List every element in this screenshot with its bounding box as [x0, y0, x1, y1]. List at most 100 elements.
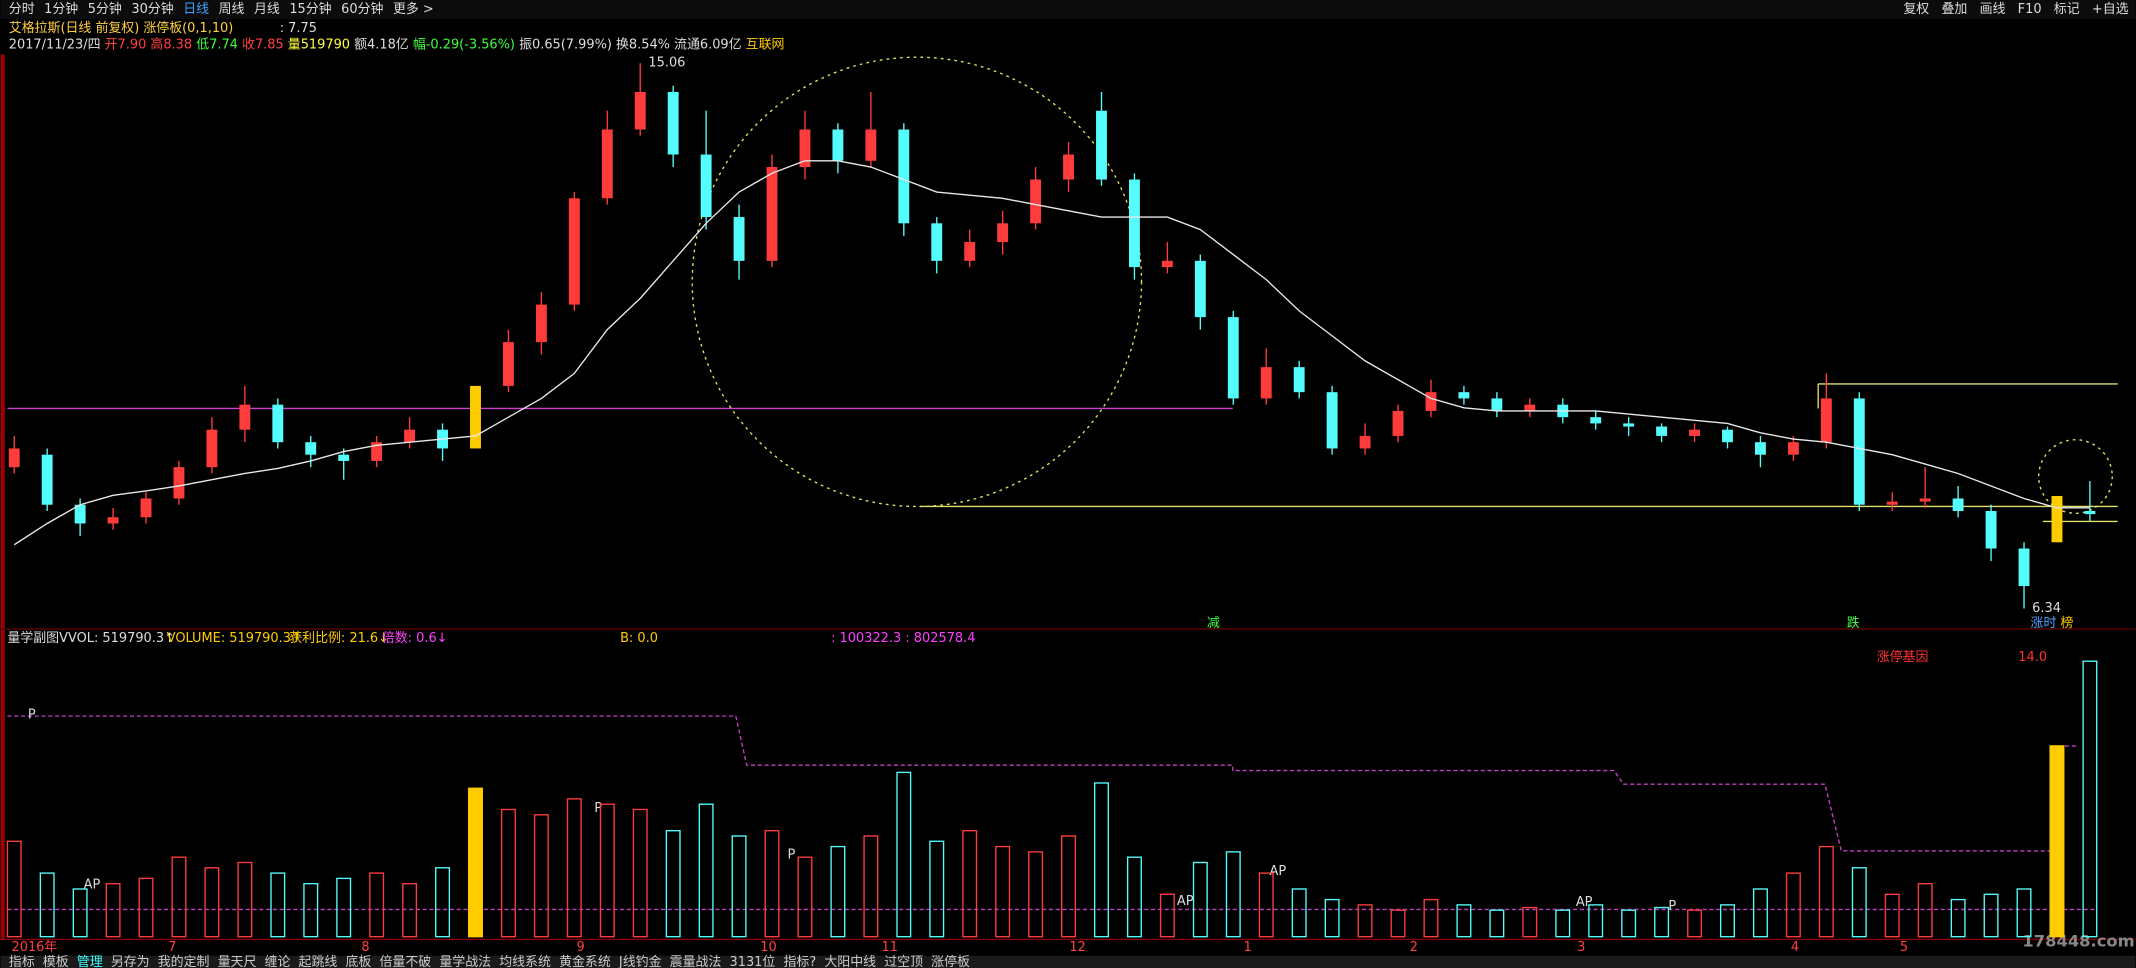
tab[interactable]: 模板 — [43, 955, 69, 968]
x-tick-label: 3 — [1577, 940, 1585, 955]
candle-body — [1161, 260, 1173, 268]
candle-body — [832, 129, 844, 161]
volume-bar — [2049, 745, 2065, 938]
candle-body — [1590, 417, 1602, 424]
volume-bar — [2016, 888, 2032, 938]
tab[interactable]: 过空顶 — [884, 955, 923, 968]
x-tick-label: 1 — [1244, 940, 1252, 955]
candle-body — [964, 242, 976, 261]
volume-bar — [402, 883, 418, 938]
candle-body — [931, 223, 943, 261]
tab[interactable]: 起跳线 — [299, 955, 338, 968]
candle-body — [404, 429, 416, 443]
volume-bar — [72, 888, 88, 938]
menu-item[interactable]: 1分钟 — [44, 1, 78, 17]
menu-item[interactable]: 更多 > — [393, 2, 434, 17]
tab[interactable]: 另存为 — [111, 955, 150, 968]
tab[interactable]: 管理 — [77, 955, 103, 968]
candle-body — [1886, 501, 1898, 505]
candle-body — [74, 504, 86, 524]
tab[interactable]: 我的定制 — [158, 954, 210, 968]
candle-body — [568, 198, 580, 305]
tool-item[interactable]: 复权 — [1903, 1, 1929, 17]
p-line — [7, 715, 2077, 852]
tab[interactable]: 3131位 — [730, 955, 776, 968]
menu-item[interactable]: 15分钟 — [289, 1, 331, 17]
info-item: 收7.85 — [242, 37, 284, 52]
menu-item[interactable]: 月线 — [254, 2, 280, 17]
candle-body — [41, 454, 53, 505]
tab[interactable]: 大阳中线 — [824, 955, 876, 968]
volume-bar — [435, 867, 451, 938]
menu-item[interactable]: 60分钟 — [341, 1, 383, 17]
candle-body — [371, 442, 383, 461]
volume-bar — [500, 808, 516, 938]
x-tick-label: 12 — [1069, 940, 1085, 955]
volume-bar — [1126, 856, 1142, 938]
tab[interactable]: 量学战法 — [439, 954, 491, 968]
volume-header-item: VVOL: 519790.3↑ — [59, 631, 175, 646]
volume-bar — [1752, 888, 1768, 938]
volume-header-item: 获利比例: 21.6↓ — [289, 631, 389, 646]
candle-body — [1194, 260, 1206, 318]
marker: P — [1668, 899, 1676, 914]
candle-body — [700, 154, 712, 218]
volume-bar — [1917, 883, 1933, 938]
menu-item[interactable]: 5分钟 — [88, 1, 122, 17]
tab[interactable]: J线钓金 — [618, 954, 662, 968]
tool-item[interactable]: 标记 — [2054, 2, 2080, 17]
volume-header-item: B: 0.0 — [620, 631, 658, 646]
tab[interactable]: 指标 — [9, 955, 35, 968]
marker: AP — [1177, 894, 1194, 909]
candle-body — [1096, 110, 1107, 180]
tool-item[interactable]: 叠加 — [1941, 2, 1967, 17]
tab[interactable]: 均线系统 — [499, 955, 551, 968]
candle-body — [2018, 548, 2030, 587]
tool-item[interactable]: +自选 — [2092, 2, 2129, 17]
candle-body — [1787, 442, 1799, 455]
volume-bar — [1818, 845, 1834, 938]
tab[interactable]: 缠论 — [265, 954, 291, 968]
tab[interactable]: 指标? — [784, 955, 817, 968]
tool-item[interactable]: 画线 — [1980, 2, 2006, 17]
candle-body — [502, 342, 514, 386]
volume-bar — [1489, 909, 1505, 938]
x-tick-label: 2 — [1410, 940, 1418, 955]
candle-body — [1425, 392, 1437, 411]
volume-bar — [1785, 872, 1801, 938]
candle-body — [1128, 179, 1140, 268]
volume-bar — [1357, 904, 1373, 938]
candle-body — [766, 167, 778, 261]
tab[interactable]: 底板 — [345, 954, 371, 968]
candle-body — [1820, 398, 1832, 443]
tab[interactable]: 量天尺 — [218, 955, 257, 968]
menu-item[interactable]: 周线 — [219, 2, 245, 17]
candle-body — [8, 448, 20, 468]
candle-body — [1293, 367, 1305, 393]
tab[interactable]: 倍量不破 — [380, 955, 432, 968]
candle-body — [470, 385, 481, 449]
menu-item[interactable]: 30分钟 — [131, 1, 173, 17]
volume-bar — [2082, 660, 2098, 938]
info-line: 2017/11/23/四 开7.90 高8.38 低7.74 收7.85 量519790 额… — [9, 36, 785, 52]
volume-bar — [6, 840, 22, 938]
candle-body — [1985, 510, 1997, 549]
signal: 涨时 — [2031, 616, 2057, 631]
tab[interactable]: 黄金系统 — [559, 954, 611, 968]
candle-body — [997, 223, 1009, 243]
candle-body — [338, 454, 350, 461]
marker: P — [788, 847, 796, 862]
volume-bar — [1225, 851, 1241, 938]
volume-header-item: : 100322.3 : 802578.4 — [831, 631, 975, 646]
tab[interactable]: 涨停板 — [931, 954, 970, 968]
tool-item[interactable]: F10 — [2018, 2, 2042, 17]
marker: P — [594, 801, 602, 816]
candle-body — [239, 404, 251, 430]
tab[interactable]: 震量战法 — [670, 955, 722, 968]
volume-bar — [270, 872, 286, 938]
menu-item[interactable]: 分时 — [9, 2, 35, 17]
info-item: 换8.54% — [616, 37, 670, 52]
volume-bar — [1258, 872, 1274, 938]
menu-item[interactable]: 日线 — [183, 2, 209, 17]
